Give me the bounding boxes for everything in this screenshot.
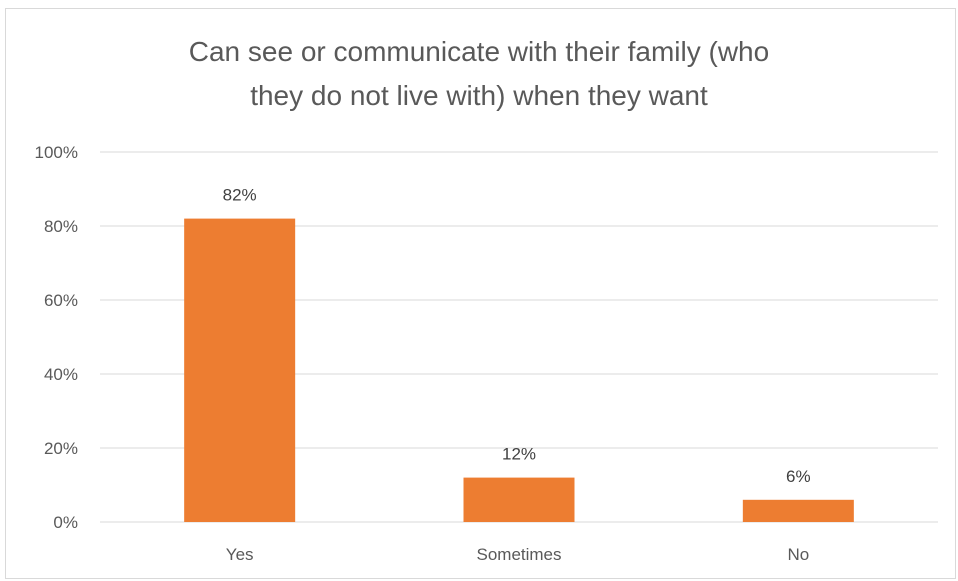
y-tick-label: 80% [44, 217, 78, 236]
y-tick-label: 100% [35, 143, 78, 162]
bar-yes [184, 219, 295, 522]
y-tick-label: 0% [53, 513, 78, 532]
x-tick-label: Sometimes [476, 545, 561, 564]
y-tick-label: 40% [44, 365, 78, 384]
data-label: 6% [786, 467, 811, 486]
x-tick-label: No [787, 545, 809, 564]
x-tick-label: Yes [226, 545, 254, 564]
data-label: 12% [502, 445, 536, 464]
bar-sometimes [464, 478, 575, 522]
y-tick-label: 60% [44, 291, 78, 310]
bar-no [743, 500, 854, 522]
y-tick-label: 20% [44, 439, 78, 458]
data-label: 82% [223, 186, 257, 205]
